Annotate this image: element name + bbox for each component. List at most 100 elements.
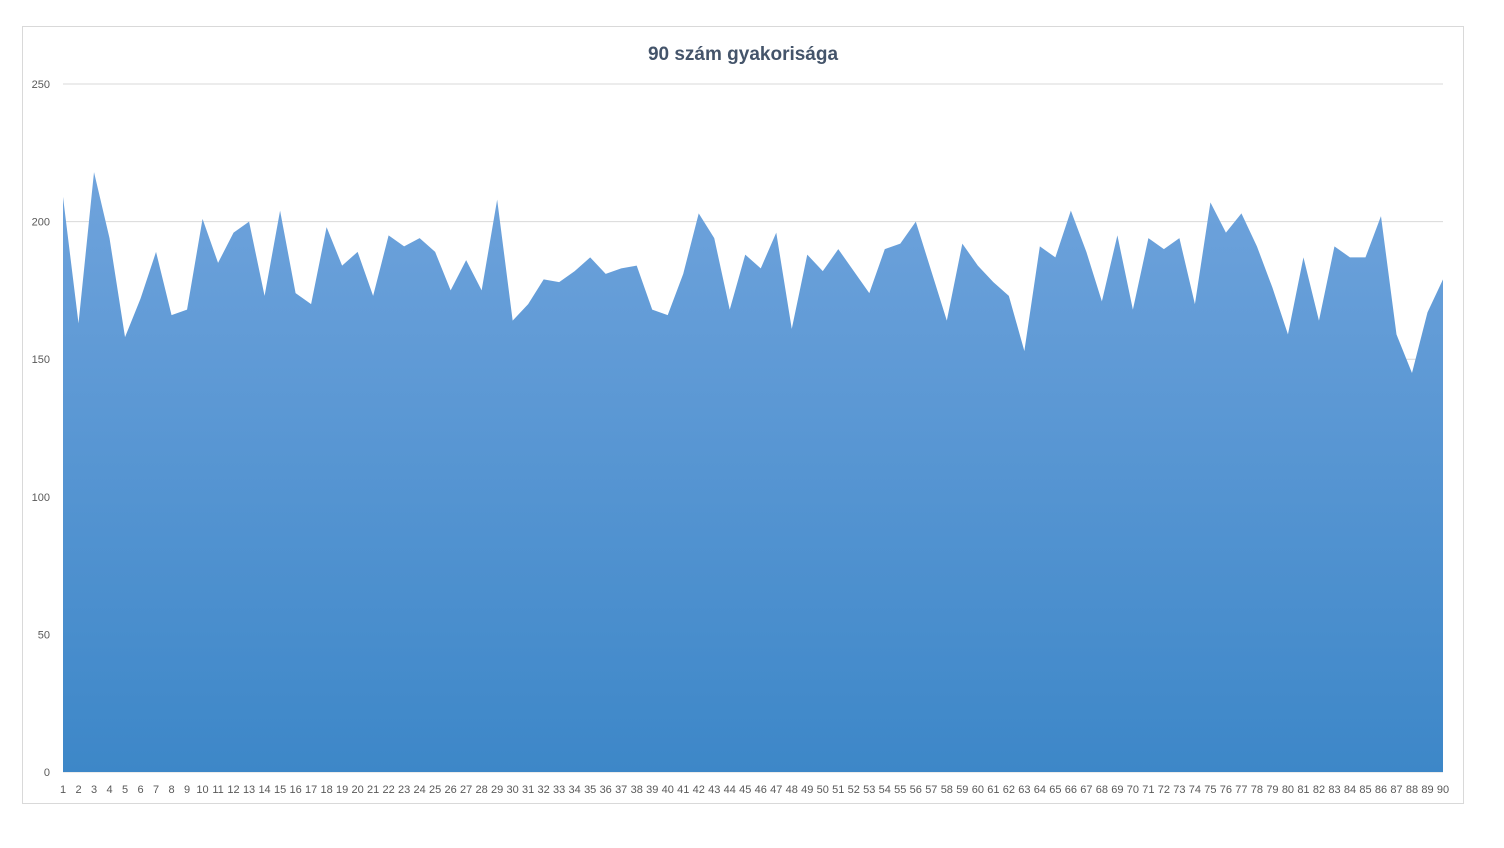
x-tick-label: 84 xyxy=(1344,784,1356,796)
x-tick-label: 41 xyxy=(677,784,689,796)
chart-title: 90 szám gyakorisága xyxy=(648,44,839,65)
x-tick-label: 63 xyxy=(1018,784,1030,796)
y-tick-label: 250 xyxy=(32,79,50,91)
x-axis-tick-labels: 1 2 3 4 5 6 7 8 9 10 11 12 13 14 15 16 17 18 19 20 21 22 23 24 2… xyxy=(60,784,1449,796)
x-tick-label: 4 xyxy=(106,784,112,796)
y-tick-label: 50 xyxy=(38,629,50,641)
x-tick-label: 21 xyxy=(367,784,379,796)
x-tick-label: 62 xyxy=(1003,784,1015,796)
y-tick-label: 150 xyxy=(32,354,50,366)
y-tick-label: 100 xyxy=(32,492,50,504)
x-tick-label: 65 xyxy=(1049,784,1061,796)
x-tick-label: 15 xyxy=(274,784,286,796)
x-tick-label: 37 xyxy=(615,784,627,796)
x-tick-label: 78 xyxy=(1251,784,1263,796)
x-tick-label: 11 xyxy=(212,784,223,796)
x-tick-label: 68 xyxy=(1096,784,1108,796)
x-tick-label: 82 xyxy=(1313,784,1325,796)
x-tick-label: 50 xyxy=(817,784,829,796)
x-tick-label: 22 xyxy=(382,784,394,796)
x-tick-label: 6 xyxy=(137,784,143,796)
x-tick-label: 1 xyxy=(60,784,66,796)
y-axis-tick-labels: 0 50 100 150 200 250 xyxy=(32,79,50,779)
x-tick-label: 3 xyxy=(91,784,97,796)
x-tick-label: 57 xyxy=(925,784,937,796)
x-tick-label: 72 xyxy=(1158,784,1170,796)
x-tick-label: 19 xyxy=(336,784,348,796)
x-tick-label: 33 xyxy=(553,784,565,796)
x-tick-label: 20 xyxy=(351,784,363,796)
x-tick-label: 36 xyxy=(600,784,612,796)
x-tick-label: 35 xyxy=(584,784,596,796)
x-tick-label: 2 xyxy=(75,784,81,796)
x-tick-label: 89 xyxy=(1421,784,1433,796)
x-tick-label: 60 xyxy=(972,784,984,796)
x-tick-label: 45 xyxy=(739,784,751,796)
x-tick-label: 12 xyxy=(227,784,239,796)
x-tick-label: 59 xyxy=(956,784,968,796)
x-tick-label: 83 xyxy=(1328,784,1340,796)
x-tick-label: 43 xyxy=(708,784,720,796)
x-tick-label: 51 xyxy=(832,784,844,796)
x-tick-label: 74 xyxy=(1189,784,1201,796)
x-tick-label: 71 xyxy=(1142,784,1154,796)
x-tick-label: 30 xyxy=(507,784,519,796)
x-tick-label: 58 xyxy=(941,784,953,796)
x-tick-label: 16 xyxy=(289,784,301,796)
x-tick-label: 23 xyxy=(398,784,410,796)
x-tick-label: 64 xyxy=(1034,784,1046,796)
x-tick-label: 73 xyxy=(1173,784,1185,796)
x-tick-label: 28 xyxy=(476,784,488,796)
x-tick-label: 46 xyxy=(755,784,767,796)
x-tick-label: 42 xyxy=(693,784,705,796)
x-tick-label: 44 xyxy=(724,784,736,796)
x-tick-label: 47 xyxy=(770,784,782,796)
x-tick-label: 17 xyxy=(305,784,317,796)
x-tick-label: 85 xyxy=(1359,784,1371,796)
x-tick-label: 40 xyxy=(662,784,674,796)
x-tick-label: 13 xyxy=(243,784,255,796)
x-tick-label: 77 xyxy=(1235,784,1247,796)
x-tick-label: 34 xyxy=(569,784,581,796)
x-tick-label: 79 xyxy=(1266,784,1278,796)
x-tick-label: 49 xyxy=(801,784,813,796)
x-tick-label: 32 xyxy=(538,784,550,796)
x-tick-label: 55 xyxy=(894,784,906,796)
x-tick-label: 81 xyxy=(1297,784,1309,796)
x-tick-label: 69 xyxy=(1111,784,1123,796)
x-tick-label: 90 xyxy=(1437,784,1449,796)
x-tick-label: 9 xyxy=(184,784,190,796)
x-tick-label: 52 xyxy=(848,784,860,796)
x-tick-label: 76 xyxy=(1220,784,1232,796)
x-tick-label: 87 xyxy=(1390,784,1402,796)
x-tick-label: 88 xyxy=(1406,784,1418,796)
x-tick-label: 48 xyxy=(786,784,798,796)
x-tick-label: 5 xyxy=(122,784,128,796)
x-tick-label: 24 xyxy=(414,784,426,796)
series-area xyxy=(63,172,1443,773)
x-tick-label: 7 xyxy=(153,784,159,796)
x-tick-label: 38 xyxy=(631,784,643,796)
x-tick-label: 66 xyxy=(1065,784,1077,796)
x-tick-label: 54 xyxy=(879,784,891,796)
x-tick-label: 75 xyxy=(1204,784,1216,796)
x-tick-label: 80 xyxy=(1282,784,1294,796)
y-tick-label: 0 xyxy=(44,767,50,779)
x-tick-label: 70 xyxy=(1127,784,1139,796)
x-tick-label: 26 xyxy=(445,784,457,796)
x-tick-label: 27 xyxy=(460,784,472,796)
x-tick-label: 18 xyxy=(320,784,332,796)
x-tick-label: 31 xyxy=(522,784,534,796)
x-tick-label: 39 xyxy=(646,784,658,796)
area-layer xyxy=(63,172,1443,773)
x-tick-label: 8 xyxy=(168,784,174,796)
x-tick-label: 53 xyxy=(863,784,875,796)
x-tick-label: 67 xyxy=(1080,784,1092,796)
x-tick-label: 10 xyxy=(196,784,208,796)
x-tick-label: 86 xyxy=(1375,784,1387,796)
x-tick-label: 25 xyxy=(429,784,441,796)
x-tick-label: 29 xyxy=(491,784,503,796)
y-tick-label: 200 xyxy=(32,217,50,229)
x-tick-label: 61 xyxy=(987,784,999,796)
